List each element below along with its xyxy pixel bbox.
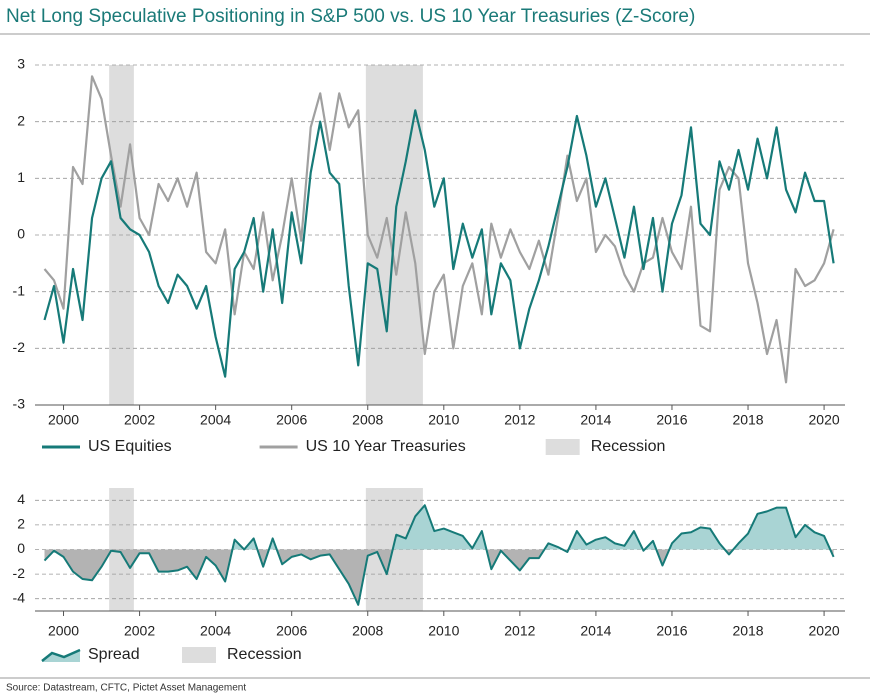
y-tick-label: 1 [17, 169, 25, 185]
x-tick-label: 2006 [276, 623, 307, 639]
x-tick-label: 2014 [580, 623, 611, 639]
x-tick-label: 2004 [200, 623, 231, 639]
x-tick-label: 2000 [48, 623, 79, 639]
x-tick-label: 2014 [580, 412, 611, 428]
x-tick-label: 2004 [200, 412, 231, 428]
y-tick-label: 4 [17, 491, 25, 507]
y-tick-label: -2 [13, 339, 26, 355]
legend-label: Recession [227, 646, 302, 663]
x-tick-label: 2016 [656, 412, 687, 428]
x-tick-label: 2018 [732, 623, 763, 639]
legend-label: US Equities [88, 438, 172, 455]
y-tick-label: 0 [17, 540, 25, 556]
y-tick-label: -3 [13, 396, 26, 412]
area-negative [44, 549, 834, 605]
legend-swatch [182, 647, 216, 663]
series-line [43, 109, 835, 378]
legend-swatch-line [41, 648, 81, 662]
x-tick-label: 2012 [504, 623, 535, 639]
x-tick-label: 2010 [428, 412, 459, 428]
x-tick-label: 2008 [352, 412, 383, 428]
area-positive [44, 505, 834, 550]
y-tick-label: 0 [17, 226, 25, 242]
legend-label: US 10 Year Treasuries [306, 438, 466, 455]
x-tick-label: 2020 [809, 623, 840, 639]
y-tick-label: -4 [13, 589, 26, 605]
legend-label: Spread [88, 646, 140, 663]
x-tick-label: 2020 [809, 412, 840, 428]
y-tick-label: 2 [17, 112, 25, 128]
series-line [43, 504, 835, 606]
y-tick-label: 3 [17, 56, 25, 72]
y-tick-label: -2 [13, 565, 26, 581]
chart-title: Net Long Speculative Positioning in S&P … [6, 6, 695, 27]
y-tick-label: -1 [13, 282, 26, 298]
legend-label: Recession [591, 438, 666, 455]
series-line [43, 75, 835, 384]
x-tick-label: 2006 [276, 412, 307, 428]
x-tick-label: 2012 [504, 412, 535, 428]
legend-swatch [545, 439, 580, 455]
source: Source: Datastream, CFTC, Pictet Asset M… [6, 683, 246, 694]
x-tick-label: 2016 [656, 623, 687, 639]
y-tick-label: 2 [17, 516, 25, 532]
x-tick-label: 2000 [48, 412, 79, 428]
x-tick-label: 2002 [124, 623, 155, 639]
x-tick-label: 2010 [428, 623, 459, 639]
x-tick-label: 2002 [124, 412, 155, 428]
x-tick-label: 2008 [352, 623, 383, 639]
x-tick-label: 2018 [732, 412, 763, 428]
